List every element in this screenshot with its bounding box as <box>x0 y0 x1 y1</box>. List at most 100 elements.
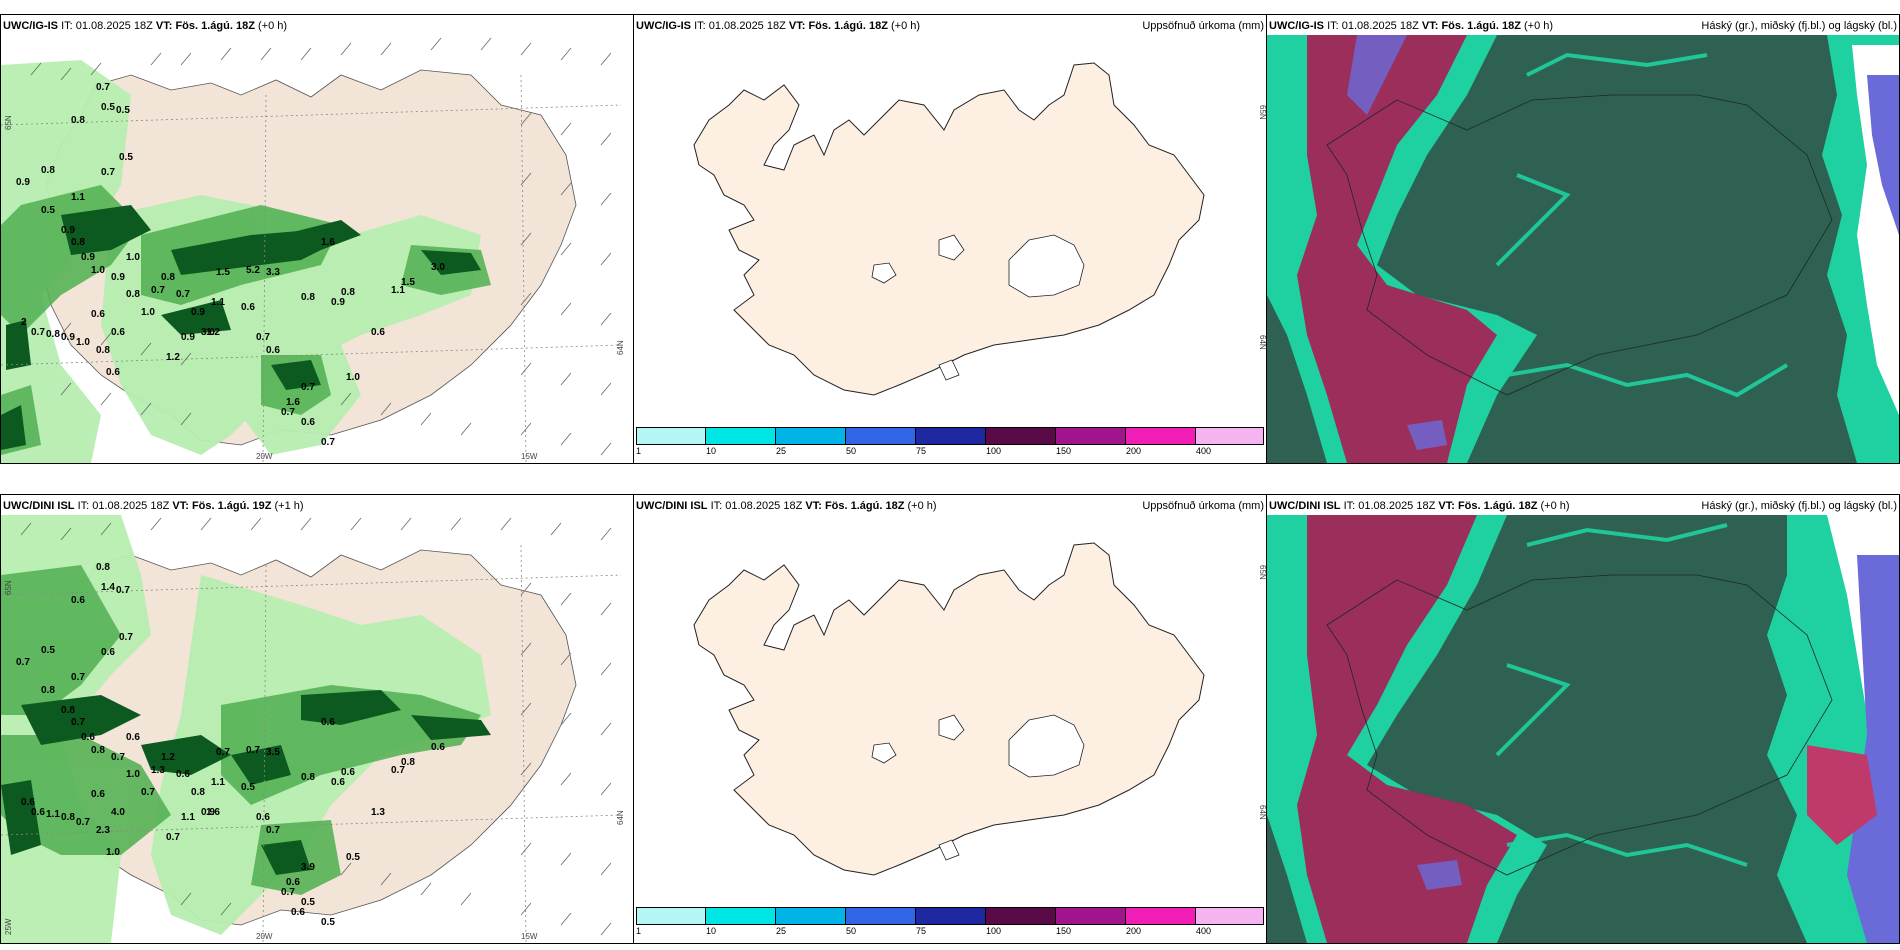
precip-value-label: 0.7 <box>391 765 405 776</box>
precip-value-label: 0.7 <box>216 747 230 758</box>
precip-value-label: 0.8 <box>71 237 85 248</box>
precip-value-label: 1.6 <box>321 237 335 248</box>
precip-value-label: 5.2 <box>246 265 260 276</box>
cloud-edges <box>1495 52 1789 398</box>
precip-value-label: 0.7 <box>151 285 165 296</box>
accum-map: 65N 64N <box>634 515 1266 905</box>
cloud-low-areas <box>1767 515 1899 943</box>
precip-value-label: 0.6 <box>256 812 270 823</box>
precip-map-svg: 65N 64N 20W 15W 25W 0.81.4 0.70.60.70.60.… <box>1 515 633 943</box>
cloud-edges <box>1495 523 1748 867</box>
accum-map-svg: 65N 64N <box>693 62 1266 396</box>
vt-value: Fös. 1.ágú. 18Z <box>1457 500 1538 512</box>
it-label: IT: <box>77 500 90 512</box>
cloud-low-areas <box>1822 35 1899 463</box>
cloud-map <box>1267 515 1899 943</box>
precip-value-label: 0.6 <box>106 367 120 378</box>
precip-value-label: 0.7 <box>31 327 45 338</box>
vt-label: VT: <box>805 500 822 512</box>
precip-value-label: 1.2 <box>161 752 175 763</box>
lat-lon-grid <box>1 74 622 463</box>
cbar-swatch <box>776 907 846 925</box>
lon-label: 20W <box>256 452 273 461</box>
precip-value-label: 1.1 <box>46 809 60 820</box>
wind-barbs <box>30 37 612 456</box>
cloud-mid-areas <box>1267 515 1547 943</box>
precip-value-label: 1.5 <box>216 267 230 278</box>
cbar-frame <box>636 907 1264 925</box>
precip-value-label: 1.4 <box>101 582 115 593</box>
precip-value-label: 0.6 <box>321 717 335 728</box>
precip-map: 65N 64N 20W 15W 25W 0.8 1.4 0.7 0.6 0.7 0.6 0.… <box>1 515 633 943</box>
cloud-map <box>1267 35 1899 463</box>
panel-variable-title: Uppsöfnuð úrkoma (mm) <box>1142 500 1264 512</box>
precip-value-label: 0.8 <box>46 329 60 340</box>
precip-value-labels: 0.70.5 0.50.80.50.70.80.91.10.50.90.80.91… <box>16 82 445 448</box>
panel-title: UWC/IG-IS IT: 01.08.2025 18Z VT: Fös. 1.… <box>1267 15 1553 37</box>
precip-value-label: 1.0 <box>346 372 360 383</box>
cbar-swatch <box>706 427 776 445</box>
cbar-tick: 400 <box>1196 926 1212 936</box>
cbar-tick: 200 <box>1126 446 1142 456</box>
precip-value-label: 0.6 <box>91 789 105 800</box>
precip-value-label: 1.2 <box>206 327 220 338</box>
it-value: 01.08.2025 18Z <box>92 500 170 512</box>
precip-value-label: 0.6 <box>71 595 85 606</box>
precip-value-label: 0.8 <box>301 772 315 783</box>
precip-value-label: 0.7 <box>176 289 190 300</box>
precip-map-svg: 65N 64N 20W 15W 0.70.5 0.50.80.50.70.80.9… <box>1 35 633 463</box>
precip-value-label: 0.6 <box>371 327 385 338</box>
cbar-swatch <box>636 427 706 445</box>
vt-label: VT: <box>155 20 173 32</box>
cbar-tick: 150 <box>1056 926 1072 936</box>
model-name: UWC/DINI ISL <box>3 500 75 512</box>
it-value: 01.08.2025 18Z <box>75 20 153 32</box>
precip-value-label: 0.9 <box>191 307 205 318</box>
precip-value-label: 0.6 <box>331 777 345 788</box>
cbar-swatch <box>1056 907 1126 925</box>
accum-precip-map-row2: UWC/DINI ISL IT: 01.08.2025 18Z VT: Fös.… <box>633 494 1267 944</box>
precip-map: 65N 64N 20W 15W 0.7 0.5 0.5 0.8 0.5 0.7 0.8 0.9… <box>1 35 633 463</box>
accum-precip-map-row1: UWC/IG-IS IT: 01.08.2025 18Z VT: Fös. 1.… <box>633 14 1267 464</box>
cbar-tick: 100 <box>986 926 1002 936</box>
vt-value: Fös. 1.ágú. 18Z <box>1441 20 1521 32</box>
precip-value-label: 0.8 <box>161 272 175 283</box>
panel-variable-title: Háský (gr.), miðský (fj.bl.) og lágský (… <box>1701 500 1897 512</box>
precip-value-label: 0.9 <box>111 272 125 283</box>
precip-value-label: 1.3 <box>151 765 165 776</box>
precip-value-label: 0.7 <box>321 437 335 448</box>
precip-value-label: 0.8 <box>91 745 105 756</box>
cbar-tick: 25 <box>776 926 787 936</box>
precip-value-label: 0.8 <box>401 757 415 768</box>
precip-value-label: 0.6 <box>266 345 280 356</box>
precip-value-label: 1.6 <box>286 397 300 408</box>
precip-value-label: 0.8 <box>71 115 85 126</box>
it-value: 01.08.2025 18Z <box>1341 20 1419 32</box>
precip-value-label: 0.6 <box>431 742 445 753</box>
vt-label: VT: <box>788 20 806 32</box>
iceland-land <box>693 542 1205 876</box>
panel-title: UWC/DINI ISL IT: 01.08.2025 18Z VT: Fös.… <box>1267 495 1570 517</box>
precip-value-label: 1.1 <box>181 812 195 823</box>
precip-value-label: 3.0 <box>201 327 215 338</box>
precip-value-label: 0.6 <box>286 877 300 888</box>
cbar-swatch <box>846 907 916 925</box>
precip-value-label: 3.9 <box>301 862 315 873</box>
it-label: IT: <box>1327 20 1339 32</box>
country-outline <box>1326 94 1833 396</box>
lat-label-2: 64N <box>1258 335 1266 350</box>
vt-value: Fös. 1.ágú. 18Z <box>175 20 255 32</box>
panel-variable-title: Uppsöfnuð úrkoma (mm) <box>1142 20 1264 32</box>
cbar-swatch <box>986 907 1056 925</box>
cbar-swatch <box>776 427 846 445</box>
precip-value-label: 0.8 <box>61 812 75 823</box>
it-label: IT: <box>61 20 73 32</box>
precip-value-label: 0.9 <box>81 252 95 263</box>
lat-label-2: 64N <box>616 810 625 825</box>
lead-time: (+0 h) <box>1540 500 1570 512</box>
precip-value-label: 0.8 <box>301 292 315 303</box>
lead-time: (+0 h) <box>1523 20 1554 32</box>
precip-value-label: 1.0 <box>141 307 155 318</box>
precip-value-label: 0.9 <box>61 332 75 343</box>
precip-value-label: 0.9 <box>201 807 215 818</box>
